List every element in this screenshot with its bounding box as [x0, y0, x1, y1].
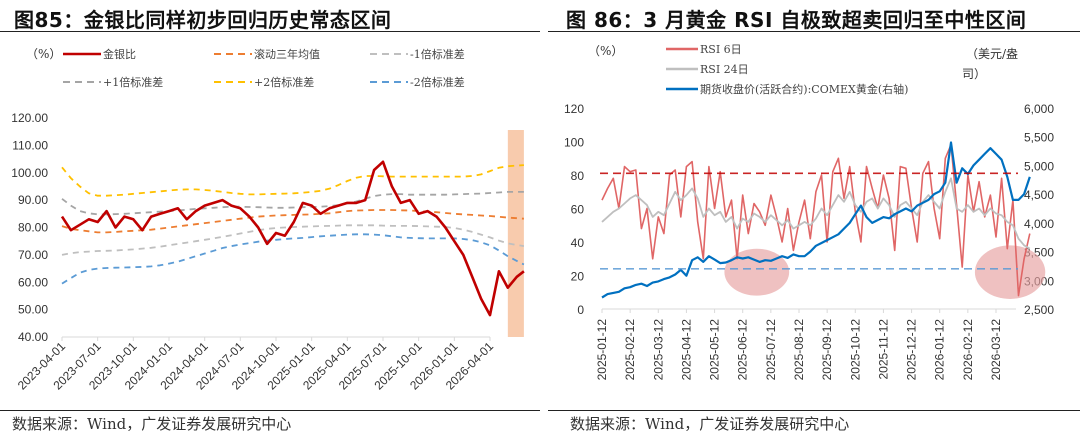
figure-85-title: 图85：金银比同样初步回归历史常态区间	[14, 8, 392, 32]
legend-item: +2倍标准差	[214, 75, 314, 89]
x-tick-label: 2025-03-12	[651, 319, 665, 381]
legend-label: 滚动三年均值	[254, 47, 320, 61]
x-tick-label: 2025-09-12	[820, 319, 834, 381]
legend-item: RSI 24日	[666, 63, 749, 76]
left-y-tick-label: 40	[571, 236, 585, 250]
figure-86-source: 数据来源：Wind，广发证券发展研究中心	[570, 415, 850, 433]
y-tick-label: 90.00	[18, 193, 48, 207]
legend-item: 滚动三年均值	[214, 47, 320, 61]
y-tick-label: 110.00	[12, 138, 48, 152]
x-tick-label: 2026-02-12	[961, 319, 975, 381]
right-y-tick-label: 2,500	[1024, 303, 1054, 317]
series-line	[601, 141, 1031, 299]
source-rule	[0, 410, 540, 411]
left-y-tick-label: 20	[571, 270, 585, 284]
left-y-tick-label: 100	[564, 136, 584, 150]
title-rule	[0, 31, 540, 32]
series-line	[61, 164, 524, 197]
x-tick-label: 2025-11-12	[876, 319, 890, 380]
legend-item: -1倍标准差	[370, 47, 465, 61]
legend-label: 金银比	[103, 47, 136, 61]
y-tick-label: 50.00	[18, 303, 48, 317]
right-unit-label: （美元/盎	[966, 47, 1018, 61]
x-tick-label: 2026-03-12	[989, 319, 1003, 381]
x-tick-label: 2025-01-12	[595, 319, 609, 381]
left-unit-label: （%）	[588, 44, 623, 58]
y-tick-label: 120.00	[11, 111, 48, 125]
legend-label: RSI 24日	[700, 63, 749, 76]
series-line	[60, 160, 525, 317]
y-tick-label: 40.00	[18, 330, 48, 344]
x-tick-label: 2025-08-12	[792, 319, 806, 381]
legend-label: +2倍标准差	[254, 75, 314, 89]
x-tick-label: 2025-06-12	[736, 319, 750, 381]
title-rule	[548, 31, 1080, 32]
highlight-ellipse	[974, 245, 1046, 299]
x-tick-label: 2025-05-12	[708, 319, 722, 381]
gold-rsi-chart: （%） （美元/盎司） RSI 6日 RSI 24日期货收盘价(活跃合约):COMEX…	[564, 43, 1054, 381]
x-tick-label: 2025-12-12	[905, 319, 919, 381]
highlight-ellipse	[724, 248, 790, 296]
right-y-tick-label: 4,000	[1024, 217, 1054, 231]
legend-label: RSI 6日	[700, 43, 742, 56]
source-rule	[548, 410, 1080, 411]
series-line	[61, 233, 525, 285]
legend-item: +1倍标准差	[63, 75, 163, 89]
x-tick-label: 2025-04-12	[679, 319, 693, 381]
legend-label: -2倍标准差	[410, 75, 465, 89]
highlight-band	[507, 130, 524, 337]
gold-silver-ratio-chart: （%） 金银比 滚动三年均值 -1倍标准差 +1倍标准差 +2倍标准差 -2倍标准差 120.…	[11, 47, 525, 393]
left-y-tick-label: 120	[564, 102, 584, 116]
unit-label: （%）	[26, 47, 61, 61]
figure-85-source: 数据来源：Wind，广发证券发展研究中心	[12, 415, 292, 433]
right-y-tick-label: 6,000	[1024, 102, 1054, 116]
x-tick-label: 2025-07-12	[764, 319, 778, 381]
right-y-tick-label: 4,500	[1024, 188, 1054, 202]
left-y-tick-label: 80	[571, 169, 585, 183]
right-y-tick-label: 5,000	[1024, 159, 1054, 173]
right-y-tick-label: 5,500	[1024, 131, 1054, 145]
legend-item: 金银比	[63, 47, 136, 61]
figure-85-panel: 图85：金银比同样初步回归历史常态区间 （%） 金银比 滚动三年均值 -1倍标准差 +1…	[0, 8, 540, 433]
figure-86-panel: 图 86：3 月黄金 RSI 自极致超卖回归至中性区间 （%） （美元/盎司） RS…	[548, 0, 1080, 444]
series-line	[601, 144, 1031, 297]
x-tick-label: 2025-02-12	[623, 319, 637, 381]
legend-item: RSI 6日	[666, 43, 742, 56]
series-line	[61, 209, 524, 234]
y-tick-label: 100.00	[11, 166, 48, 180]
x-tick-label: 2025-10-12	[848, 319, 862, 381]
legend-item: 期货收盘价(活跃合约):COMEX黄金(右轴)	[666, 82, 908, 96]
series-line	[61, 190, 524, 216]
y-tick-label: 60.00	[18, 275, 48, 289]
legend-item: -2倍标准差	[370, 75, 465, 89]
legend-label: -1倍标准差	[410, 47, 465, 61]
y-tick-label: 70.00	[18, 248, 48, 262]
legend-label: 期货收盘价(活跃合约):COMEX黄金(右轴)	[700, 82, 908, 96]
left-y-tick-label: 0	[577, 303, 584, 317]
figure-86-title: 图 86：3 月黄金 RSI 自极致超卖回归至中性区间	[566, 8, 1027, 32]
right-unit-label: 司）	[962, 67, 986, 81]
series-line	[601, 177, 1031, 250]
legend-label: +1倍标准差	[103, 75, 163, 89]
series-line	[61, 224, 525, 256]
y-tick-label: 80.00	[18, 221, 48, 235]
left-y-tick-label: 60	[571, 203, 585, 217]
x-tick-label: 2026-01-12	[933, 319, 947, 381]
